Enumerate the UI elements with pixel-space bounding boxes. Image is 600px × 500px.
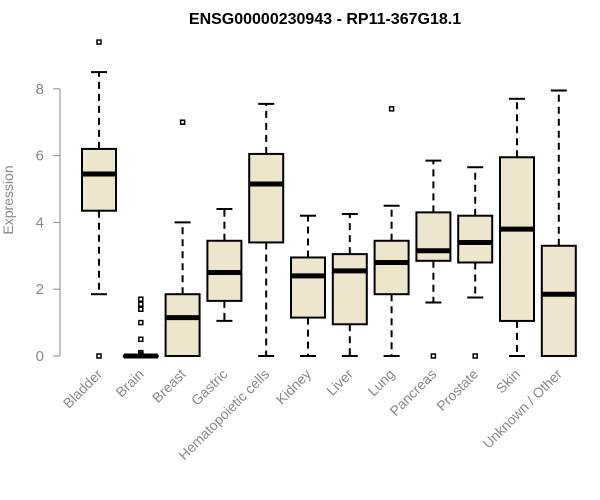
- y-tick-label-4: 4: [36, 214, 44, 231]
- outlier-point: [138, 319, 144, 326]
- x-label-kidney: Kidney: [273, 366, 315, 408]
- box-prostate: [457, 166, 494, 359]
- box-rect: [499, 156, 535, 322]
- outlier-point: [138, 352, 144, 359]
- y-tick-label-0: 0: [36, 348, 44, 365]
- x-label-bladder: Bladder: [60, 366, 106, 412]
- box-rect: [457, 214, 494, 264]
- outlier-point: [388, 106, 395, 112]
- outlier-point: [96, 39, 102, 45]
- box-skin: [499, 97, 535, 357]
- box-pancreas: [415, 159, 452, 359]
- box-kidney: [290, 214, 326, 357]
- box-rect: [540, 244, 577, 357]
- outlier-point: [430, 353, 437, 359]
- box-rect: [248, 152, 285, 244]
- box-rect: [164, 293, 201, 357]
- x-label-brain: Brain: [112, 366, 146, 400]
- box-rect: [373, 239, 410, 296]
- box-breast: [164, 119, 201, 357]
- box-rect: [81, 147, 117, 212]
- x-label-prostate: Prostate: [433, 366, 481, 414]
- box-hematopoietic-cells: [248, 102, 285, 357]
- outlier-point: [96, 353, 102, 359]
- box-lung: [373, 106, 410, 357]
- boxes-group: [81, 39, 577, 359]
- outlier-point: [472, 353, 478, 359]
- y-tick-label-2: 2: [36, 281, 44, 298]
- outlier-point: [138, 301, 144, 307]
- x-label-skin: Skin: [493, 366, 524, 397]
- x-label-breast: Breast: [149, 366, 189, 406]
- chart-title: ENSG00000230943 - RP11-367G18.1: [189, 11, 461, 28]
- x-label-unknown-other: Unknown / Other: [479, 366, 565, 452]
- box-rect: [331, 253, 368, 326]
- y-tick-label-6: 6: [36, 148, 44, 165]
- outlier-point: [179, 119, 186, 125]
- outlier-point: [138, 336, 144, 343]
- y-axis-ticks: 0 2 4 6 8: [36, 81, 60, 365]
- box-gastric: [206, 208, 243, 322]
- x-label-liver: Liver: [323, 366, 356, 399]
- box-unknown-other: [540, 89, 577, 357]
- box-liver: [331, 213, 368, 357]
- box-rect: [290, 256, 326, 319]
- box-rect: [415, 211, 452, 262]
- y-tick-label-8: 8: [36, 81, 44, 98]
- box-brain: [122, 296, 159, 359]
- y-axis-label: Expression: [0, 165, 16, 234]
- box-bladder: [81, 39, 117, 359]
- outlier-point: [138, 306, 144, 312]
- outlier-point: [138, 296, 144, 302]
- x-label-lung: Lung: [364, 366, 397, 399]
